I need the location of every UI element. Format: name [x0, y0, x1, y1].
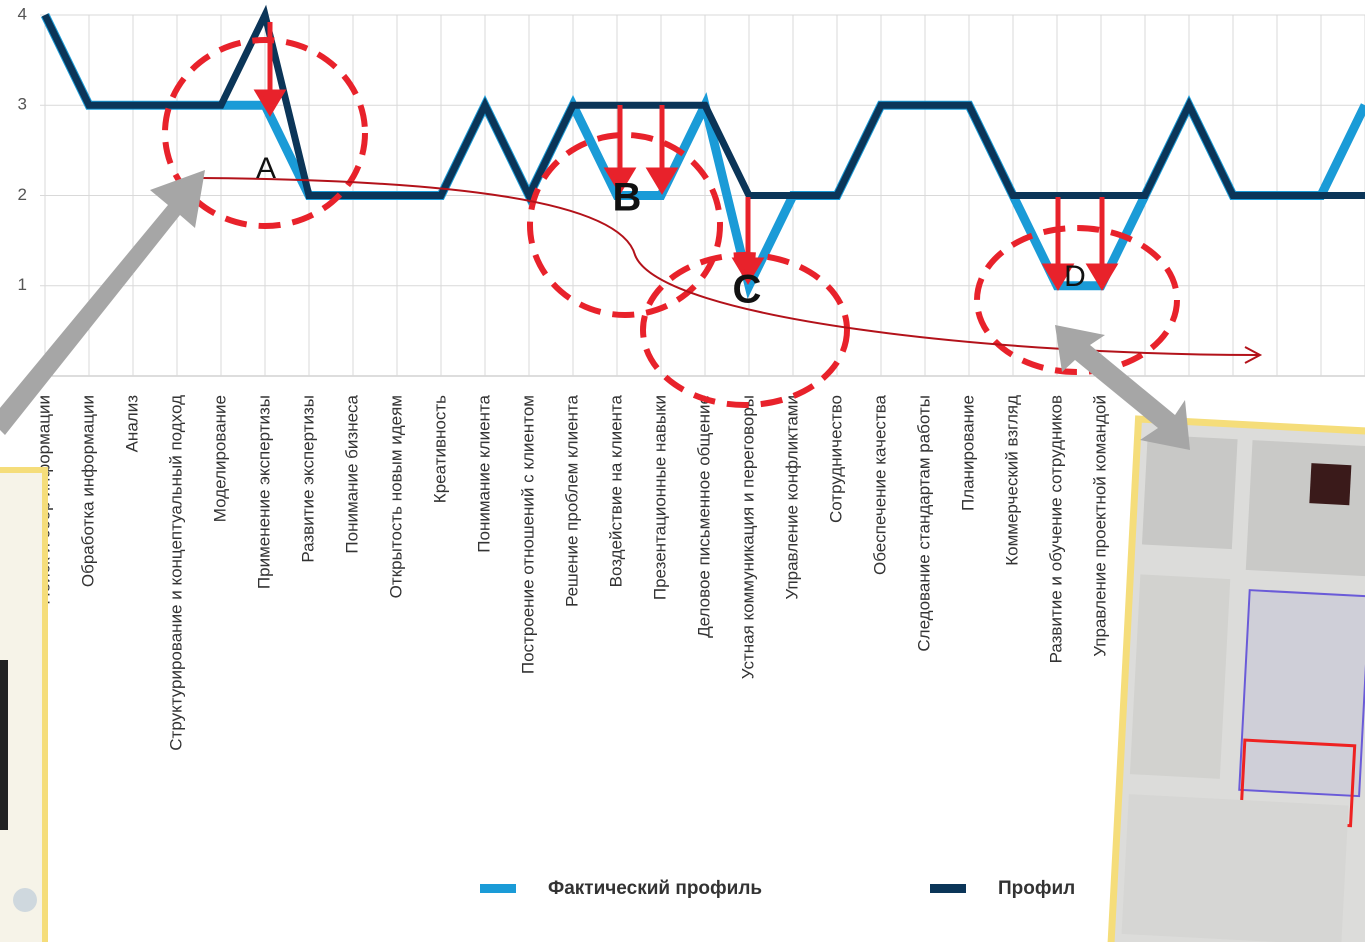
y-tick-label: 4	[18, 4, 27, 23]
x-tick-label: Устная коммуникация и переговоры	[738, 395, 757, 679]
legend: Фактический профиль Профил	[480, 878, 1075, 899]
y-tick-label: 3	[18, 95, 27, 114]
right-photo	[1107, 415, 1365, 942]
annotation: D	[1064, 260, 1086, 293]
x-tick-label: Воздействие на клиента	[606, 394, 625, 587]
legend-label: Профил	[998, 878, 1075, 899]
x-tick-label: Развитие экспертизы	[298, 395, 317, 563]
x-tick-label: Анализ	[122, 395, 141, 453]
arrowhead	[1041, 263, 1075, 291]
arrowhead	[731, 257, 765, 285]
x-tick-label: Структурирование и концептуальный подход	[166, 395, 185, 751]
highlight-circle	[162, 37, 368, 229]
highlight-circle	[527, 132, 723, 318]
x-tick-label: Планирование	[958, 395, 977, 511]
overlays: A B C D	[0, 22, 1263, 942]
x-tick-label: Понимание клиента	[474, 394, 493, 552]
arrowhead	[1244, 346, 1263, 364]
x-tick-label: Применение экспертизы	[254, 395, 273, 589]
highlight-circle	[974, 225, 1180, 375]
x-tick-label: Следование стандартам работы	[914, 395, 933, 652]
arrowhead	[1085, 263, 1119, 291]
x-tick-label: Деловое письменное общение	[694, 395, 713, 638]
x-tick-label: Коммерческий взгляд	[1002, 395, 1021, 566]
left-photo	[0, 467, 48, 942]
gray-arrow	[0, 170, 205, 435]
x-tick-label: Решение проблем клиента	[562, 394, 581, 607]
x-tick-label: Сотрудничество	[826, 395, 845, 523]
arrowhead	[603, 167, 637, 195]
x-tick-label: Развитие и обучение сотрудников	[1046, 395, 1065, 663]
legend-label: Фактический профиль	[548, 878, 762, 899]
gray-arrow	[1055, 325, 1190, 450]
gray-arrows	[0, 170, 1190, 450]
highlight-circle	[640, 252, 850, 408]
x-tick-label: Управление проектной командой	[1090, 395, 1109, 657]
x-tick-label: Моделирование	[210, 395, 229, 522]
annotation: A	[256, 152, 276, 185]
y-tick-label: 1	[18, 275, 27, 294]
x-tick-label: Обеспечение качества	[870, 394, 889, 575]
legend-swatch	[480, 884, 516, 893]
legend-swatch	[930, 884, 966, 893]
annotation: B	[613, 176, 642, 220]
series-line	[41, 4, 1365, 204]
x-tick-label: Понимание бизнеса	[342, 394, 361, 553]
x-tick-label: Открытость новым идеям	[386, 395, 405, 598]
y-tick-label: 2	[18, 185, 27, 204]
arrowhead	[253, 89, 287, 117]
x-tick-label: Обработка информации	[78, 395, 97, 587]
x-tick-label: Управление конфликтами	[782, 395, 801, 600]
x-tick-label: Презентационные навыки	[650, 395, 669, 600]
annotation: C	[733, 268, 762, 312]
x-tick-label: Креативность	[430, 395, 449, 503]
arrowhead	[645, 167, 679, 195]
x-tick-label: Построение отношений с клиентом	[518, 395, 537, 674]
trend-curve	[199, 177, 1259, 356]
